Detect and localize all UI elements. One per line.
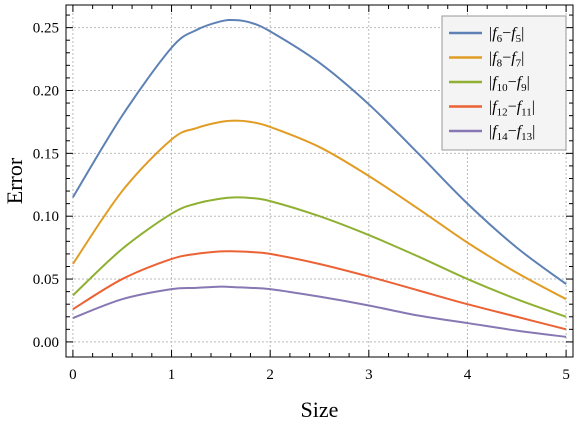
tick-labels: 0 1 2 3 4 50.000.050.100.150.200.25 xyxy=(33,21,570,383)
series-line-1 xyxy=(72,18,567,285)
series-lines xyxy=(72,18,567,338)
legend-label-part: f xyxy=(492,123,499,140)
y-tick-label: 0.15 xyxy=(33,146,59,162)
x-tick-label: 5 xyxy=(562,367,570,383)
y-tick-label: 0.20 xyxy=(33,83,59,99)
legend-label-part: − xyxy=(508,123,517,140)
y-tick-label: 0.10 xyxy=(33,209,59,225)
legend-label: |f8−f7| xyxy=(489,50,524,70)
legend-label-part: − xyxy=(502,50,511,67)
legend-label-part: | xyxy=(527,74,530,91)
series-line-2 xyxy=(72,119,567,301)
y-tick-label: 0.05 xyxy=(33,272,59,288)
legend: |f6−f5||f8−f7||f10−f9||f12−f11||f14−f13| xyxy=(441,15,567,151)
legend-label-part: 9 xyxy=(521,82,527,94)
legend-label-part: | xyxy=(521,50,524,67)
legend-label-part: 14 xyxy=(497,131,509,143)
legend-label: |f10−f9| xyxy=(489,74,530,94)
legend-label-part: 6 xyxy=(497,33,503,45)
y-tick-label: 0.00 xyxy=(33,335,59,351)
legend-label-part: 10 xyxy=(497,82,509,94)
legend-label-part: | xyxy=(489,74,492,91)
legend-label-part: 7 xyxy=(516,58,522,70)
legend-label: |f12−f11| xyxy=(489,99,535,119)
x-axis-label: Size xyxy=(301,397,339,422)
series-line-5 xyxy=(72,285,567,338)
legend-label-part: f xyxy=(492,25,499,42)
series-line-4 xyxy=(72,250,567,331)
legend-label-part: f xyxy=(492,74,499,91)
legend-label-part: f xyxy=(517,74,524,91)
y-axis-label: Error xyxy=(2,157,27,204)
legend-label: |f14−f13| xyxy=(489,123,535,143)
legend-label-part: − xyxy=(502,25,511,42)
legend-box xyxy=(441,15,567,151)
legend-label-part: f xyxy=(511,50,518,67)
legend-label-part: f xyxy=(517,123,524,140)
legend-label-part: − xyxy=(508,99,517,116)
legend-label: |f6−f5| xyxy=(489,25,524,45)
legend-label-part: | xyxy=(489,99,492,116)
x-tick-label: 2 xyxy=(266,367,274,383)
legend-label-part: 5 xyxy=(516,33,522,45)
plot-frame xyxy=(65,4,574,358)
legend-label-part: | xyxy=(489,25,492,42)
legend-label-part: | xyxy=(532,123,535,140)
series-line-3 xyxy=(72,196,567,318)
x-tick-label: 1 xyxy=(168,367,176,383)
legend-label-part: 11 xyxy=(521,107,532,119)
legend-label-part: f xyxy=(511,25,518,42)
x-tick-label: 4 xyxy=(464,367,472,383)
axis-ticks xyxy=(66,5,573,357)
x-tick-label: 0 xyxy=(69,367,77,383)
legend-label-part: | xyxy=(489,123,492,140)
legend-label-part: | xyxy=(521,25,524,42)
legend-label-part: f xyxy=(517,99,524,116)
legend-label-part: f xyxy=(492,50,499,67)
legend-label-part: − xyxy=(508,74,517,91)
legend-label-part: 12 xyxy=(497,107,508,119)
legend-label-part: | xyxy=(489,50,492,67)
x-tick-label: 3 xyxy=(365,367,373,383)
legend-label-part: 8 xyxy=(497,58,503,70)
legend-label-part: | xyxy=(532,99,535,116)
legend-label-part: f xyxy=(492,99,499,116)
legend-label-part: 13 xyxy=(521,131,533,143)
y-tick-label: 0.25 xyxy=(33,21,59,37)
